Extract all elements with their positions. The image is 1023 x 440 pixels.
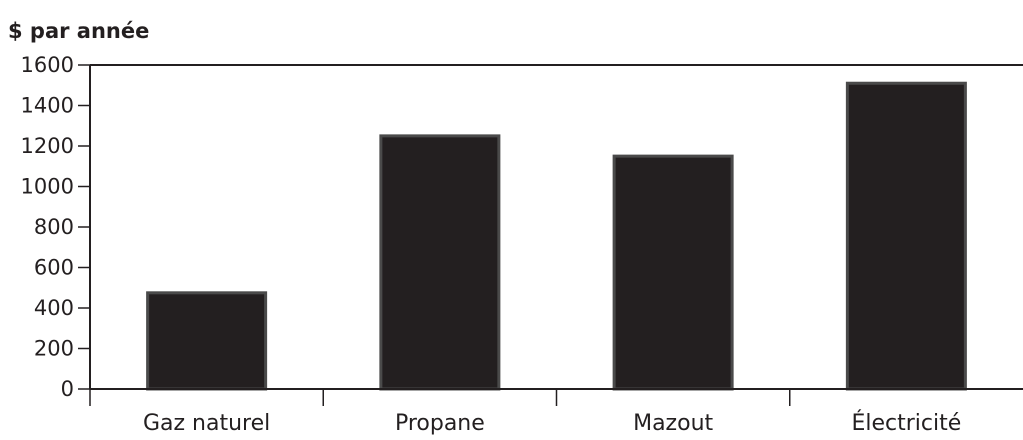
y-tick-label: 1600	[21, 53, 74, 77]
x-category-label: Mazout	[633, 411, 713, 436]
y-tick-label: 1000	[21, 175, 74, 199]
x-category-label: Propane	[395, 411, 485, 436]
bar	[146, 291, 268, 391]
x-axis: Gaz naturel Propane Mazout Électricité	[89, 388, 1023, 436]
x-category-label: Électricité	[851, 410, 961, 436]
bar	[612, 154, 734, 391]
y-axis: 0 200 400 600 800 1000 1200 1400 1600	[21, 53, 1023, 401]
y-tick-label: 800	[34, 215, 74, 239]
bar	[379, 134, 501, 391]
x-category-label: Gaz naturel	[143, 411, 270, 436]
bars	[146, 81, 967, 391]
y-tick-label: 1200	[21, 134, 74, 158]
y-tick-label: 600	[34, 256, 74, 280]
bar	[845, 81, 967, 391]
y-tick-label: 200	[34, 337, 74, 361]
y-axis-title: $ par année	[8, 19, 149, 43]
y-tick-label: 0	[61, 377, 74, 401]
y-tick-label: 1400	[21, 94, 74, 118]
y-tick-label: 400	[34, 296, 74, 320]
